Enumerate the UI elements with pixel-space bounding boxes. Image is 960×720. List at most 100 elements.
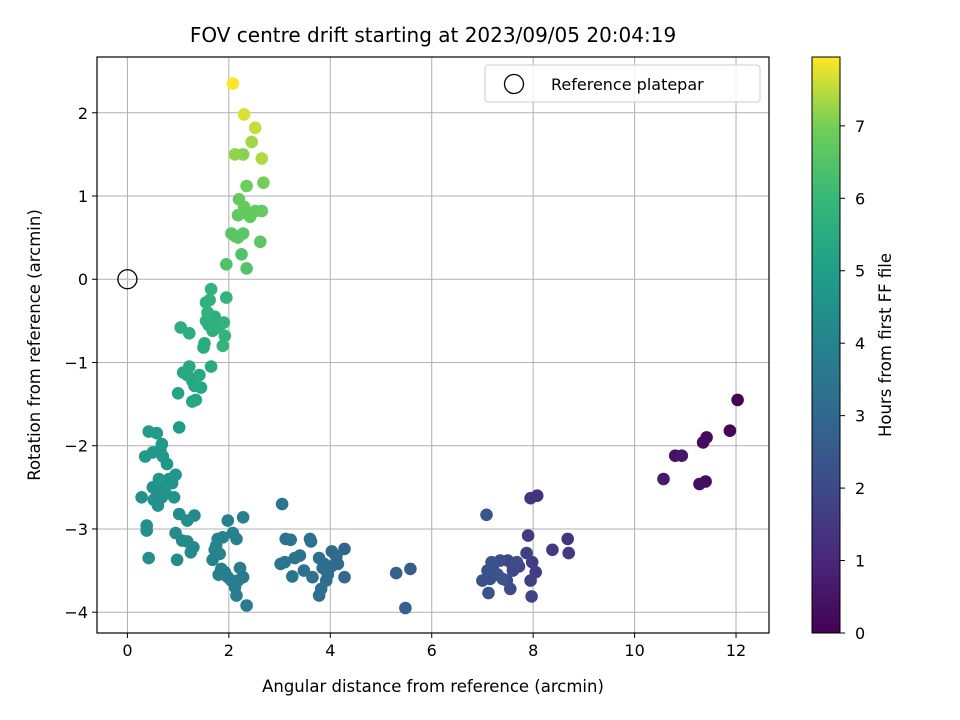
- legend: Reference platepar: [484, 64, 761, 103]
- data-point: [226, 77, 240, 90]
- colorbar-tick-label: 5: [855, 262, 865, 281]
- colorbar-tick-label: 1: [855, 552, 865, 571]
- data-point: [203, 293, 216, 307]
- data-point: [240, 179, 253, 193]
- plot-frame: [96, 56, 770, 634]
- reference-platepar-marker: [117, 269, 138, 290]
- data-point: [170, 553, 184, 567]
- data-point: [520, 546, 533, 560]
- data-point: [731, 393, 744, 407]
- data-point: [172, 421, 186, 434]
- y-tick-label: −2: [64, 437, 88, 456]
- data-point: [228, 148, 242, 161]
- colorbar-tick-label: 0: [855, 624, 865, 643]
- colorbar: 0 1 2 3 4 5 6 7 Hours from first FF file: [811, 56, 895, 643]
- data-point: [183, 327, 196, 340]
- data-point: [275, 497, 289, 511]
- data-point: [288, 551, 302, 565]
- data-point: [274, 557, 287, 571]
- data-point: [240, 599, 253, 612]
- data-point: [216, 339, 230, 353]
- data-point: [248, 121, 262, 135]
- data-point: [693, 477, 706, 491]
- data-point: [245, 135, 258, 149]
- data-point: [485, 555, 498, 569]
- data-point: [169, 526, 182, 540]
- y-axis-label: Rotation from reference (arcmin): [25, 209, 44, 481]
- x-axis-label: Angular distance from reference (arcmin): [262, 677, 604, 696]
- colorbar-gradient: [811, 56, 841, 634]
- y-tick-label: 1: [78, 187, 88, 206]
- data-point: [524, 491, 537, 505]
- x-tick-label: 2: [224, 641, 234, 660]
- x-tick-label: 6: [427, 641, 437, 660]
- data-point: [325, 545, 339, 558]
- data-point: [240, 262, 253, 275]
- data-point: [184, 546, 198, 559]
- data-point: [204, 360, 218, 373]
- data-point: [303, 532, 317, 546]
- data-points: [135, 77, 744, 615]
- data-point: [198, 337, 211, 350]
- x-tick-label: 0: [122, 641, 132, 660]
- colorbar-tick-label: 6: [855, 189, 865, 208]
- data-point: [297, 564, 311, 577]
- data-point: [201, 306, 214, 319]
- data-point: [723, 424, 737, 438]
- legend-box: [484, 64, 761, 103]
- data-point: [221, 514, 235, 527]
- data-point: [525, 590, 538, 603]
- data-point: [235, 248, 248, 261]
- x-tick-label: 12: [726, 641, 746, 660]
- data-point: [696, 436, 710, 449]
- data-point: [312, 551, 326, 565]
- y-axis-ticks: −4 −3 −2 −1 0 1 2: [64, 104, 97, 622]
- data-point: [399, 601, 412, 615]
- data-point: [524, 574, 537, 587]
- data-point: [189, 393, 203, 407]
- data-point: [338, 542, 351, 556]
- data-point: [525, 555, 539, 569]
- x-axis-ticks: 0 2 4 6 8 10 12: [122, 633, 746, 660]
- data-point: [338, 570, 351, 584]
- data-point: [181, 514, 194, 527]
- data-point: [562, 546, 575, 560]
- data-point: [183, 360, 196, 373]
- data-point: [521, 529, 535, 542]
- data-point: [220, 291, 233, 304]
- colorbar-tick-label: 3: [855, 407, 865, 426]
- colorbar-tick-label: 2: [855, 479, 865, 498]
- data-point: [675, 449, 689, 463]
- data-point: [255, 152, 269, 165]
- y-tick-label: 2: [78, 104, 88, 123]
- data-point: [140, 519, 153, 532]
- data-point: [561, 532, 574, 546]
- data-point: [236, 227, 250, 240]
- colorbar-ticks: 0 1 2 3 4 5 6 7: [840, 117, 865, 643]
- data-point: [171, 387, 185, 400]
- y-tick-label: −3: [64, 520, 88, 539]
- data-point: [257, 176, 270, 189]
- data-point: [389, 566, 403, 580]
- data-point: [279, 532, 293, 546]
- data-point: [152, 472, 166, 486]
- data-point: [237, 108, 251, 121]
- data-point: [135, 491, 148, 504]
- data-point: [233, 561, 247, 575]
- legend-entry-label: Reference platepar: [551, 75, 704, 94]
- data-point: [193, 368, 206, 382]
- data-point: [218, 329, 232, 343]
- data-point: [142, 551, 155, 565]
- chart-title: FOV centre drift starting at 2023/09/05 …: [190, 23, 676, 47]
- data-point: [169, 468, 182, 482]
- data-point: [546, 543, 559, 557]
- data-point: [220, 258, 233, 271]
- data-point: [482, 586, 495, 600]
- data-point: [138, 450, 152, 463]
- data-point: [237, 200, 251, 214]
- colorbar-tick-label: 7: [855, 117, 865, 136]
- colorbar-label: Hours from first FF file: [876, 253, 895, 437]
- data-point: [142, 425, 155, 438]
- legend-marker-icon: [503, 73, 525, 95]
